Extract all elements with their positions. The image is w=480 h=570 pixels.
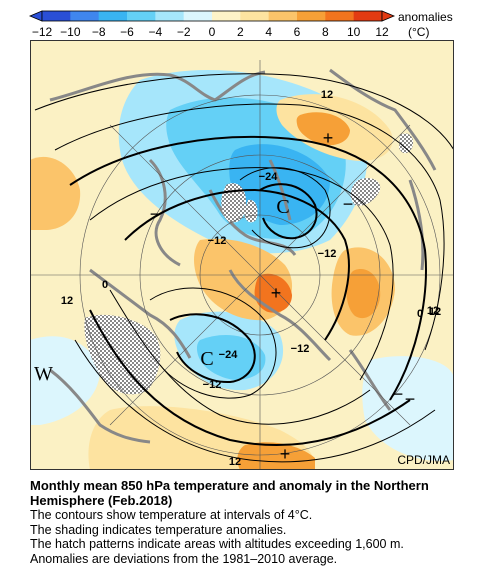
colorbar-label: anomalies (398, 10, 453, 24)
colorbar-segment (42, 11, 71, 21)
contour-label: −24 (219, 349, 239, 361)
center-markers: CC (200, 196, 289, 370)
colorbar-tick-label: 6 (294, 25, 301, 39)
contour-label: −24 (259, 171, 279, 183)
cold-anomaly-east (362, 356, 454, 461)
colorbar-tick-label: 0 (209, 25, 216, 39)
contour-label: 12 (229, 456, 241, 468)
graticule (30, 60, 454, 470)
caption-title-line2: Hemisphere (Feb.2018) (30, 493, 173, 508)
colorbar-segment (98, 11, 128, 21)
colorbar-tick-labels: −12 −10 −8 −6 −4 −2 0 2 4 6 8 10 12 (32, 25, 389, 39)
colorbar-tick-label: 4 (265, 25, 272, 39)
low-marker: − (343, 194, 354, 214)
high-marker: + (271, 283, 282, 303)
contour-label: 0 (102, 279, 108, 291)
low-marker: − (150, 204, 161, 224)
contour-label: 0 (417, 308, 423, 320)
low-marker: − (405, 389, 416, 409)
colorbar-segment (212, 11, 241, 21)
cold-anomaly-south-core (196, 335, 266, 380)
colorbar-tick-label: 12 (375, 25, 389, 39)
west-label: W (34, 363, 53, 385)
colorbar-tick-label: −6 (120, 25, 134, 39)
caption-line-4: Anomalies are deviations from the 1981–2… (30, 551, 338, 566)
colorbar-tick-label: −2 (177, 25, 191, 39)
low-center-marker: C (200, 348, 213, 370)
caption-line-2: The shading indicates temperature anomal… (30, 522, 287, 537)
warm-anomaly-northeast-core (296, 112, 350, 146)
colorbar-tick-label: 2 (237, 25, 244, 39)
contour-label: −12 (208, 235, 227, 247)
colorbar-arrow-right (381, 10, 396, 22)
contour-label: 12 (429, 306, 441, 318)
credit-text: CPD/JMA (397, 453, 450, 467)
colorbar-segment (127, 11, 156, 21)
contour-label: 12 (427, 305, 439, 317)
low-center-marker: C (276, 196, 289, 218)
low-markers: − −− − (150, 194, 416, 409)
warm-anomaly-west (30, 156, 81, 230)
warm-anomaly-east-core (346, 269, 381, 319)
colorbar-segments (41, 10, 383, 22)
caption-line-3: The hatch patterns indicate areas with a… (30, 537, 404, 551)
figure-caption: Monthly mean 850 hPa temperature and ano… (30, 478, 470, 566)
contour-label: −12 (203, 379, 222, 391)
high-marker: + (323, 128, 334, 148)
colorbar-unit: (°C) (408, 25, 429, 39)
colorbar-segment (70, 11, 100, 21)
colorbar-tick-label: −4 (148, 25, 162, 39)
contour-label: 12 (61, 295, 73, 307)
warm-anomaly-south-core (237, 442, 315, 470)
coastlines (49, 68, 437, 444)
colorbar-tick-label: −10 (60, 25, 81, 39)
colorbar-segment (297, 11, 326, 21)
high-markers: + + + (271, 128, 334, 464)
contour-label: −12 (291, 343, 310, 355)
colorbar-segment (240, 11, 270, 21)
high-marker: + (280, 444, 291, 464)
colorbar-segment (325, 11, 355, 21)
colorbar-segment (353, 11, 383, 21)
colorbar-tick-label: −12 (32, 25, 53, 39)
colorbar-segment (183, 11, 213, 21)
anomaly-colorbar: −12 −10 −8 −6 −4 −2 0 2 4 6 8 10 12 anomalies (°C) (28, 10, 453, 39)
colorbar-tick-label: 10 (347, 25, 361, 39)
temperature-contours (34, 73, 454, 463)
contour-label: 12 (321, 89, 333, 101)
colorbar-arrow-left (28, 10, 43, 22)
caption-title-line1: Monthly mean 850 hPa temperature and ano… (30, 478, 429, 493)
colorbar-segment (155, 11, 185, 21)
low-marker: − (393, 384, 404, 404)
colorbar-segment (268, 11, 298, 21)
caption-line-1: The contours show temperature at interva… (30, 508, 313, 522)
contour-label: −12 (318, 248, 337, 260)
colorbar-tick-label: 8 (322, 25, 329, 39)
colorbar-tick-label: −8 (92, 25, 106, 39)
